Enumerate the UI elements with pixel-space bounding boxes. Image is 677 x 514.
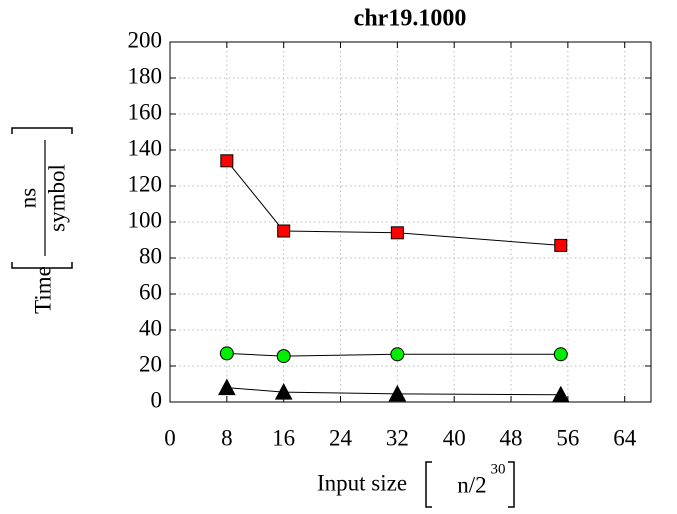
y-tick-label: 0 [151, 387, 163, 412]
x-tick-label: 56 [556, 425, 579, 450]
x-label-base: n/2 [457, 472, 486, 497]
marker [551, 385, 570, 403]
marker [388, 384, 407, 402]
bracket [425, 461, 515, 508]
bracket [11, 127, 73, 269]
y-tick-label: 200 [128, 27, 163, 52]
x-tick-label: 40 [443, 425, 466, 450]
marker [274, 383, 293, 400]
marker [390, 347, 405, 362]
plot-frame [169, 41, 652, 403]
y-tick-label: 80 [139, 243, 162, 268]
series-line [226, 352, 561, 357]
y-tick-label: 40 [139, 315, 162, 340]
marker [220, 154, 234, 168]
x-tick-label: 48 [500, 425, 523, 450]
y-tick-label: 120 [128, 171, 163, 196]
marker [276, 349, 291, 364]
y-label-num: ns [15, 188, 40, 209]
x-tick-label: 64 [613, 425, 637, 450]
chart-title: chr19.1000 [354, 6, 467, 32]
y-tick-label: 60 [139, 279, 162, 304]
marker [219, 346, 234, 361]
marker [553, 347, 568, 362]
marker [390, 226, 404, 240]
marker [218, 378, 236, 396]
y-label-den: symbol [44, 164, 69, 232]
x-tick-label: 16 [272, 425, 295, 450]
y-tick-label: 180 [128, 63, 163, 88]
y-tick-label: 160 [128, 99, 163, 124]
x-label-text: Input size [317, 470, 407, 495]
y-axis-label: Time ns symbol [11, 127, 73, 314]
x-tick-label: 32 [386, 425, 409, 450]
y-label-text: Time [30, 266, 55, 314]
series-line [226, 387, 561, 396]
x-tick-label: 8 [221, 425, 233, 450]
series-line [226, 160, 561, 246]
marker [554, 238, 568, 252]
y-tick-label: 20 [139, 351, 162, 376]
x-tick-label: 0 [164, 425, 176, 450]
x-label-exp: 30 [491, 461, 506, 477]
x-tick-label: 24 [329, 425, 353, 450]
y-tick-label: 100 [128, 207, 163, 232]
y-tick-label: 140 [128, 135, 163, 160]
x-axis-label: Input size n/2 30 [317, 461, 515, 508]
marker [277, 224, 291, 238]
